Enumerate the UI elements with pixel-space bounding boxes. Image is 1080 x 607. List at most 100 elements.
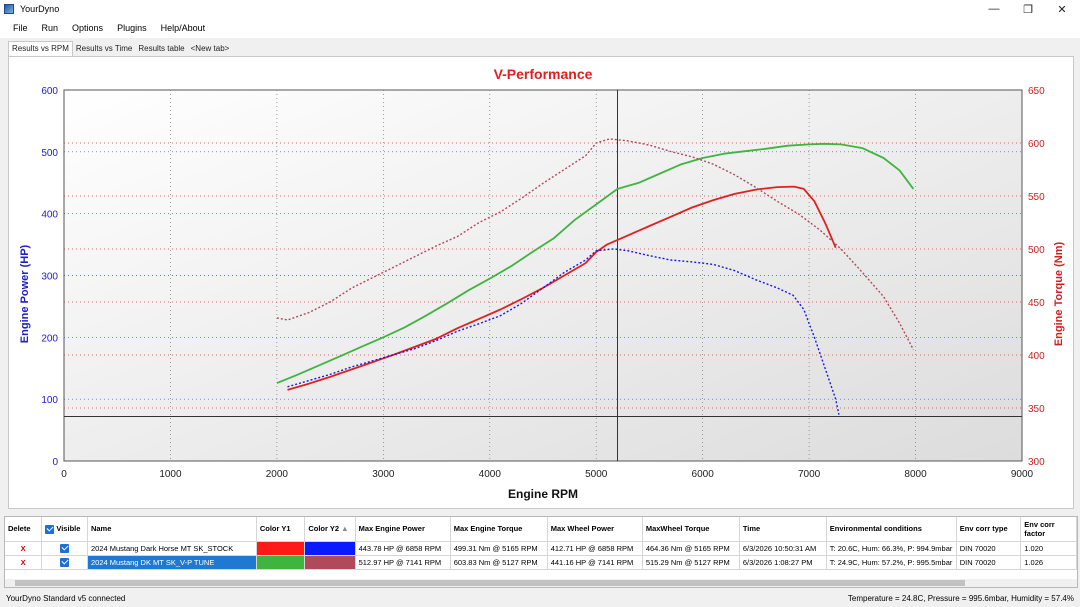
max-wheel-torque: 464.36 Nm @ 5165 RPM [642, 541, 740, 556]
color-y2-swatch[interactable] [304, 555, 356, 570]
color-y1-swatch[interactable] [256, 555, 306, 570]
col-max-wheel-power[interactable]: Max Wheel Power [547, 517, 643, 542]
y2-tick-label: 450 [1028, 298, 1045, 309]
col-visible-label: Visible [56, 523, 81, 533]
visible-cell [41, 555, 88, 570]
tab-results-vs-time[interactable]: Results vs Time [75, 44, 133, 53]
y2-tick-label: 550 [1028, 192, 1045, 203]
max-wheel-power: 441.16 HP @ 7141 RPM [547, 555, 643, 570]
chart-title: V-Performance [494, 66, 593, 82]
y1-tick-label: 100 [41, 395, 58, 406]
y1-tick-label: 500 [41, 148, 58, 159]
max-wheel-torque: 515.29 Nm @ 5127 RPM [642, 555, 740, 570]
visible-cell [41, 541, 88, 556]
environment-readout: Temperature = 24.8C, Pressure = 995.6mba… [847, 594, 1074, 603]
restore-icon[interactable]: ❐ [1023, 3, 1033, 16]
menu-options[interactable]: Options [72, 23, 104, 33]
sort-asc-icon: ▲ [341, 524, 349, 534]
menu-file[interactable]: File [13, 23, 28, 33]
dyno-chart[interactable]: Engine RPM Engine Power (HP) Engine Torq… [9, 57, 1073, 508]
title-bar: YourDyno — ❐ ✕ [0, 0, 1080, 18]
minimize-icon[interactable]: — [988, 3, 1000, 15]
table-row[interactable]: X 2024 Mustang Dark Horse MT SK_STOCK 44… [5, 541, 1077, 556]
menu-bar: File Run Options Plugins Help/About [0, 18, 1080, 38]
env-corr-type: DIN 70020 [956, 555, 1022, 570]
x-tick-label: 4000 [479, 469, 502, 480]
col-name[interactable]: Name [87, 517, 257, 542]
color-y2-swatch[interactable] [304, 541, 356, 556]
tab-results-vs-rpm[interactable]: Results vs RPM [8, 41, 73, 56]
plot-area [63, 89, 1023, 462]
y2-tick-label: 350 [1028, 404, 1045, 415]
y1-tick-label: 300 [41, 272, 58, 283]
col-max-engine-torque[interactable]: Max Engine Torque [450, 517, 548, 542]
y2-tick-label: 600 [1028, 139, 1045, 150]
col-color-y1[interactable]: Color Y1 [256, 517, 306, 542]
tab-new-tab[interactable]: <New tab> [190, 44, 230, 53]
col-env-corr-type[interactable]: Env corr type [956, 517, 1022, 542]
run-time: 6/3/2026 1:08:27 PM [739, 555, 827, 570]
delete-button[interactable]: X [5, 555, 43, 570]
col-env[interactable]: Environmental conditions [826, 517, 957, 542]
series-line-3 [287, 248, 840, 415]
max-engine-power: 512.97 HP @ 7141 RPM [355, 555, 451, 570]
run-name[interactable]: 2024 Mustang DK MT SK_V-P TUNE [87, 555, 257, 570]
y2-tick-label: 650 [1028, 86, 1045, 97]
menu-plugins[interactable]: Plugins [117, 23, 147, 33]
x-tick-label: 8000 [904, 469, 927, 480]
y2-axis-label: Engine Torque (Nm) [1053, 242, 1065, 347]
x-tick-label: 7000 [798, 469, 821, 480]
col-color-y2[interactable]: Color Y2 ▲ [304, 517, 356, 542]
tab-results-table[interactable]: Results table [138, 44, 185, 53]
menu-run[interactable]: Run [41, 23, 59, 33]
max-wheel-power: 412.71 HP @ 6858 RPM [547, 541, 643, 556]
menu-help-about[interactable]: Help/About [160, 23, 206, 33]
tab-bar: Results vs RPM Results vs Time Results t… [0, 38, 1080, 56]
env-corr-factor: 1.020 [1020, 541, 1077, 556]
col-delete[interactable]: Delete [5, 517, 43, 542]
close-icon[interactable]: ✕ [1057, 3, 1067, 16]
y1-tick-label: 200 [41, 333, 58, 344]
table-row[interactable]: X 2024 Mustang DK MT SK_V-P TUNE 512.97 … [5, 555, 1077, 570]
series-line-1 [276, 142, 915, 384]
env-conditions: T: 24.9C, Hum: 57.2%, P: 995.5mbar [826, 555, 957, 570]
col-max-engine-power[interactable]: Max Engine Power [355, 517, 451, 542]
x-tick-label: 0 [61, 469, 67, 480]
visible-checkbox[interactable] [60, 543, 70, 553]
connection-status: YourDyno Standard v5 connected [6, 594, 126, 603]
col-max-wheel-torque[interactable]: MaxWheel Torque [642, 517, 740, 542]
y2-tick-label: 300 [1028, 457, 1045, 468]
env-corr-type: DIN 70020 [956, 541, 1022, 556]
max-engine-torque: 499.31 Nm @ 5165 RPM [450, 541, 548, 556]
x-tick-label: 5000 [585, 469, 608, 480]
col-env-corr-factor[interactable]: Env corr factor [1020, 517, 1077, 542]
chart-panel: Engine RPM Engine Power (HP) Engine Torq… [8, 56, 1074, 509]
window-title: YourDyno [20, 4, 60, 14]
x-tick-label: 9000 [1011, 469, 1034, 480]
color-y1-swatch[interactable] [256, 541, 306, 556]
col-time[interactable]: Time [739, 517, 827, 542]
x-tick-label: 2000 [266, 469, 289, 480]
results-table: Delete Visible Name Color Y1 Color Y2 ▲ … [5, 517, 1077, 570]
y1-tick-label: 400 [41, 210, 58, 221]
visible-all-checkbox[interactable] [45, 524, 55, 534]
max-engine-torque: 603.83 Nm @ 5127 RPM [450, 555, 548, 570]
y1-tick-label: 0 [52, 457, 58, 468]
visible-checkbox[interactable] [60, 557, 70, 567]
col-color-y2-label: Color Y2 [308, 524, 340, 534]
col-visible[interactable]: Visible [41, 517, 88, 542]
status-bar: YourDyno Standard v5 connected Temperatu… [0, 590, 1080, 607]
env-conditions: T: 20.6C, Hum: 66.3%, P: 994.9mbar [826, 541, 957, 556]
series-line-4 [276, 138, 915, 351]
y-axis-label: Engine Power (HP) [19, 244, 31, 343]
series-line-2 [287, 185, 837, 391]
app-logo-icon [4, 4, 14, 14]
run-name[interactable]: 2024 Mustang Dark Horse MT SK_STOCK [87, 541, 257, 556]
y2-tick-label: 400 [1028, 351, 1045, 362]
horizontal-scrollbar[interactable] [5, 579, 1077, 587]
y2-tick-label: 500 [1028, 245, 1045, 256]
results-grid: Delete Visible Name Color Y1 Color Y2 ▲ … [4, 516, 1078, 588]
scrollbar-thumb[interactable] [15, 580, 965, 586]
delete-button[interactable]: X [5, 541, 43, 556]
y1-tick-label: 600 [41, 86, 58, 97]
